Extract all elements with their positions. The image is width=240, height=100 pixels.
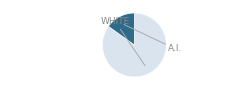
Text: WHITE: WHITE — [101, 18, 145, 66]
Text: A.I.: A.I. — [124, 24, 182, 53]
Wedge shape — [108, 13, 134, 45]
Wedge shape — [102, 13, 166, 77]
